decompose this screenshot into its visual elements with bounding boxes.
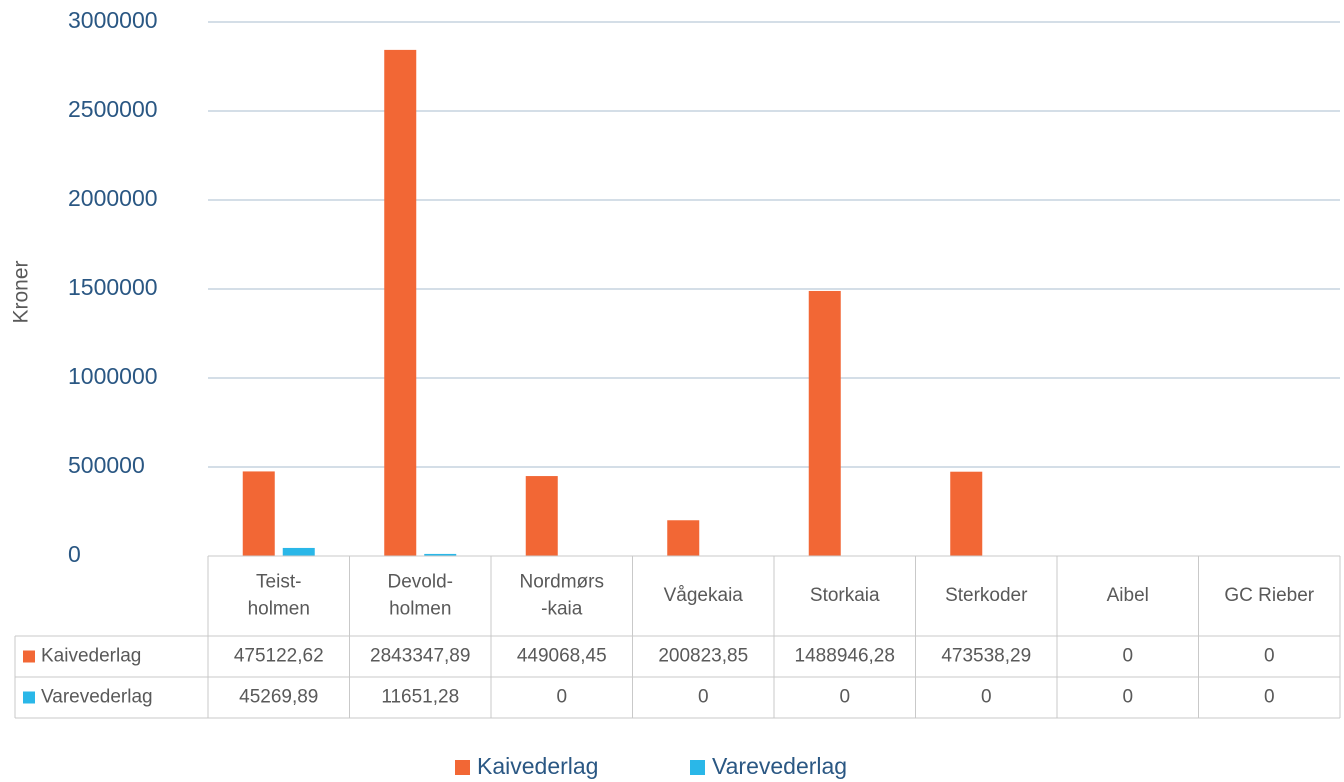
y-tick-label: 1500000 [68, 274, 158, 300]
bar [282, 547, 315, 556]
x-tick-label: Devold- [388, 572, 453, 593]
x-tick-label: holmen [248, 599, 310, 620]
data-label: 45269,89 [239, 687, 318, 708]
bar [424, 553, 457, 556]
y-tick-label: 1000000 [68, 363, 158, 389]
data-label: 0 [556, 687, 567, 708]
bar [525, 476, 558, 556]
data-label: 473538,29 [941, 646, 1031, 667]
y-tick-label: 500000 [68, 452, 145, 478]
data-label: 0 [1264, 646, 1275, 667]
data-label: 0 [1122, 687, 1133, 708]
y-axis-label: Kroner [10, 260, 33, 323]
data-label: 475122,62 [234, 646, 324, 667]
y-tick-label: 2500000 [68, 96, 158, 122]
x-tick-label: Teist- [256, 572, 301, 593]
x-tick-label: Storkaia [810, 585, 880, 606]
data-label: 1488946,28 [795, 646, 895, 667]
legend-key [23, 650, 35, 663]
x-tick-label: Aibel [1107, 585, 1149, 606]
legend-key [690, 760, 705, 775]
data-label: 0 [1122, 646, 1133, 667]
data-label: 449068,45 [517, 646, 607, 667]
series-label: Kaivederlag [41, 646, 141, 667]
bar [667, 520, 700, 556]
bar [950, 471, 983, 556]
legend-label: Kaivederlag [477, 753, 598, 779]
x-tick-label: holmen [389, 599, 451, 620]
x-tick-label: -kaia [541, 599, 583, 620]
series-label: Varevederlag [41, 687, 153, 708]
legend-key [23, 691, 35, 704]
x-tick-label: Nordmørs [520, 572, 604, 593]
data-label: 0 [981, 687, 992, 708]
data-label: 0 [698, 687, 709, 708]
y-tick-label: 2000000 [68, 185, 158, 211]
x-tick-label: GC Rieber [1224, 585, 1314, 606]
legend-key [455, 760, 470, 775]
bar [242, 471, 275, 556]
x-tick-label: Sterkoder [945, 585, 1028, 606]
legend-label: Varevederlag [712, 753, 847, 779]
y-tick-label: 0 [68, 541, 81, 567]
data-label: 0 [839, 687, 850, 708]
bar [384, 49, 417, 557]
data-label: 2843347,89 [370, 646, 470, 667]
data-label: 11651,28 [381, 687, 459, 708]
y-tick-label: 3000000 [68, 7, 158, 33]
x-tick-label: Vågekaia [664, 585, 744, 606]
data-label: 200823,85 [658, 646, 748, 667]
data-label: 0 [1264, 687, 1275, 708]
bar [808, 290, 841, 556]
